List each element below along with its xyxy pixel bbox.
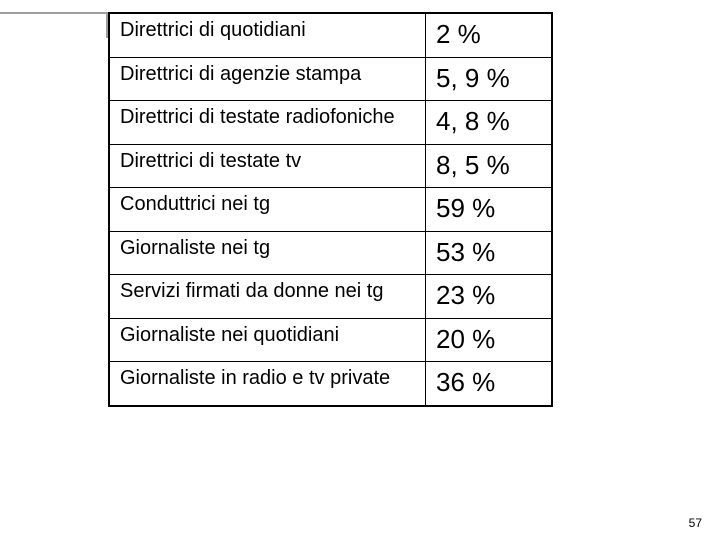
page-number: 57 [689, 516, 702, 530]
row-value: 20 % [426, 318, 553, 362]
row-label: Conduttrici nei tg [109, 188, 426, 232]
row-label: Direttrici di testate radiofoniche [109, 101, 426, 145]
row-label: Giornaliste nei tg [109, 231, 426, 275]
statistics-table: Direttrici di quotidiani 2 % Direttrici … [108, 12, 553, 407]
row-value: 59 % [426, 188, 553, 232]
table-row: Direttrici di testate radiofoniche 4, 8 … [109, 101, 552, 145]
row-value: 4, 8 % [426, 101, 553, 145]
table-row: Conduttrici nei tg 59 % [109, 188, 552, 232]
table-row: Direttrici di agenzie stampa 5, 9 % [109, 57, 552, 101]
table-row: Direttrici di testate tv 8, 5 % [109, 144, 552, 188]
row-value: 53 % [426, 231, 553, 275]
row-label: Giornaliste nei quotidiani [109, 318, 426, 362]
row-value: 36 % [426, 362, 553, 406]
table-row: Direttrici di quotidiani 2 % [109, 13, 552, 57]
row-label: Giornaliste in radio e tv private [109, 362, 426, 406]
row-value: 5, 9 % [426, 57, 553, 101]
row-value: 8, 5 % [426, 144, 553, 188]
row-label: Direttrici di agenzie stampa [109, 57, 426, 101]
row-label: Servizi firmati da donne nei tg [109, 275, 426, 319]
corner-decoration [0, 12, 108, 38]
table-row: Giornaliste nei quotidiani 20 % [109, 318, 552, 362]
row-value: 2 % [426, 13, 553, 57]
table-row: Giornaliste nei tg 53 % [109, 231, 552, 275]
row-value: 23 % [426, 275, 553, 319]
row-label: Direttrici di quotidiani [109, 13, 426, 57]
row-label: Direttrici di testate tv [109, 144, 426, 188]
table-row: Giornaliste in radio e tv private 36 % [109, 362, 552, 406]
table-row: Servizi firmati da donne nei tg 23 % [109, 275, 552, 319]
